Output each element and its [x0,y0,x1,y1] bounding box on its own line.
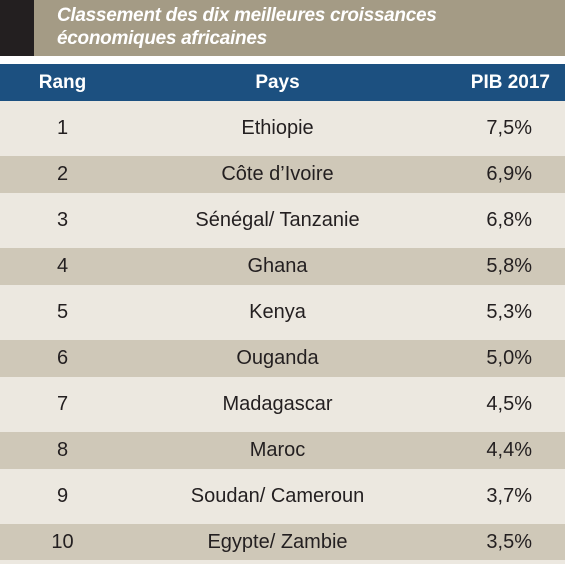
country-cell: Maroc [249,439,306,461]
rank-cell: 9 [56,485,69,507]
table-title-line-1: Classement des dix meilleures croissance… [57,5,437,26]
column-header-country: Pays [255,71,300,93]
country-cell: Ethiopie [241,117,314,139]
country-cell: Ghana [247,255,308,277]
table-bottom-strip [0,560,565,564]
title-accent-block [0,0,34,56]
rank-cell: 6 [56,347,69,369]
table-row: 2 Côte d’Ivoire 6,9% [0,156,565,193]
table-row: 8 Maroc 4,4% [0,432,565,469]
country-cell: Kenya [249,301,306,323]
country-cell: Sénégal/ Tanzanie [195,209,360,231]
gdp-cell: 7,5% [486,117,532,139]
table-row: 6 Ouganda 5,0% [0,340,565,377]
gdp-cell: 3,7% [486,485,532,507]
rank-cell: 7 [56,393,69,415]
country-cell: Egypte/ Zambie [207,531,348,553]
gdp-cell: 4,4% [486,439,532,461]
table-row: 9 Soudan/ Cameroun 3,7% [0,469,565,524]
table-row: 4 Ghana 5,8% [0,248,565,285]
country-cell: Soudan/ Cameroun [190,485,365,507]
rank-cell: 2 [56,163,69,185]
gdp-cell: 3,5% [486,531,532,553]
gdp-cell: 5,0% [486,347,532,369]
table-row: 7 Madagascar 4,5% [0,377,565,432]
table-row: 3 Sénégal/ Tanzanie 6,8% [0,193,565,248]
table-title-line-2: économiques africaines [57,28,267,49]
gdp-cell: 5,8% [486,255,532,277]
rank-cell: 4 [56,255,69,277]
country-cell: Côte d’Ivoire [221,163,334,185]
gdp-cell: 4,5% [486,393,532,415]
title-bar: Classement des dix meilleures croissance… [0,0,565,56]
table-row: 10 Egypte/ Zambie 3,5% [0,524,565,561]
table-title: Classement des dix meilleures croissance… [57,4,557,50]
country-cell: Ouganda [236,347,319,369]
rank-cell: 3 [56,209,69,231]
rank-cell: 5 [56,301,69,323]
column-header-rank: Rang [38,71,87,93]
gdp-cell: 6,9% [486,163,532,185]
rank-cell: 1 [56,117,69,139]
gdp-cell: 6,8% [486,209,532,231]
rank-cell: 10 [51,531,74,553]
table-row: 5 Kenya 5,3% [0,285,565,340]
table-row: 1 Ethiopie 7,5% [0,101,565,156]
table-header-row: Rang Pays PIB 2017 [0,64,565,101]
column-header-gdp: PIB 2017 [470,71,550,93]
rank-cell: 8 [56,439,69,461]
country-cell: Madagascar [222,393,333,415]
gdp-cell: 5,3% [486,301,532,323]
